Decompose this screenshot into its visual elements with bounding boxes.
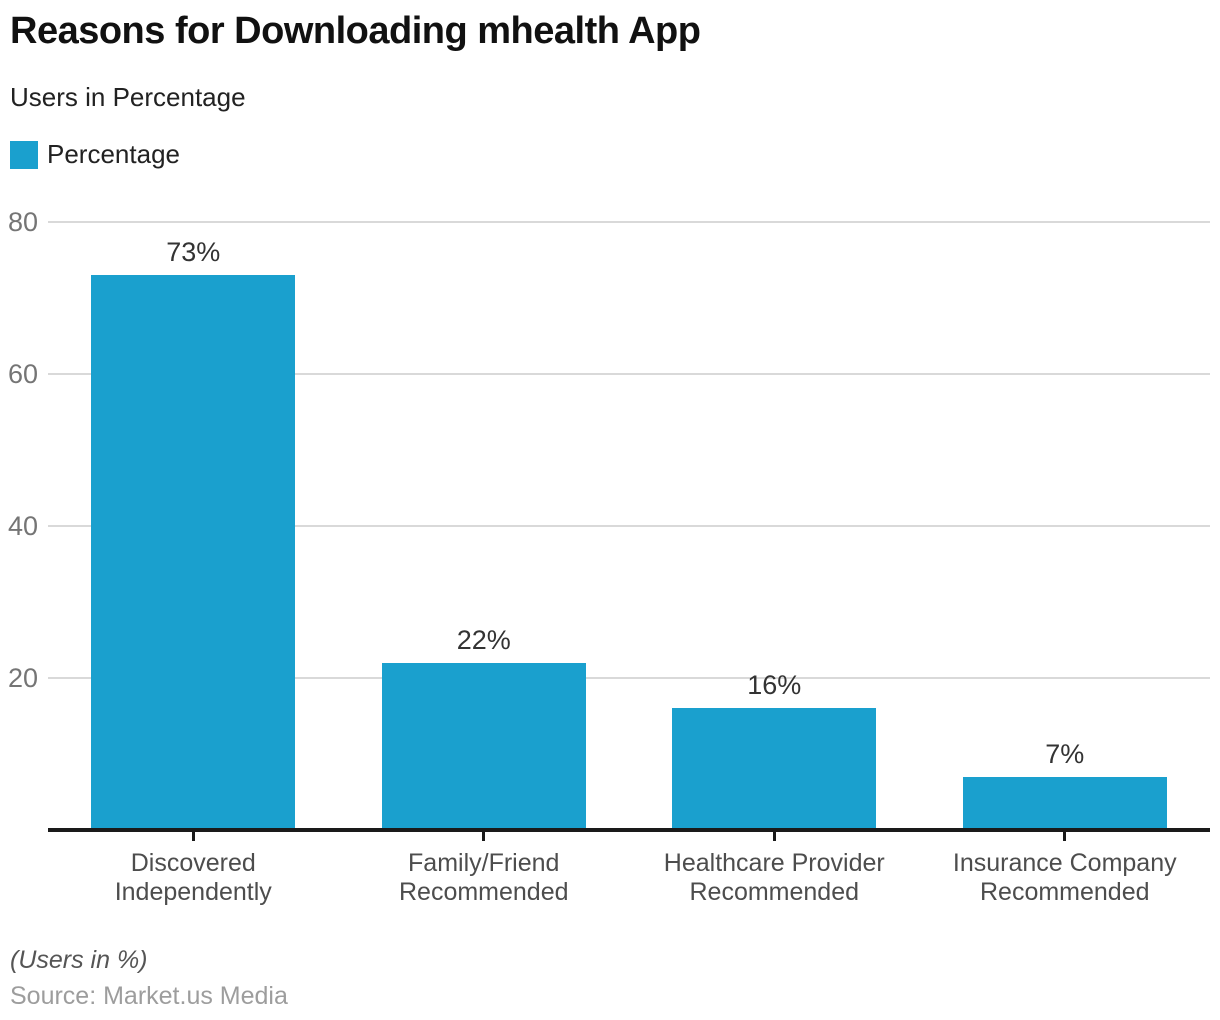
bar-value-label-2: 22% [456, 624, 511, 655]
bar-1 [91, 275, 296, 830]
source-credit: Source: Market.us Media [10, 982, 288, 1010]
chart-title: Reasons for Downloading mhealth App [10, 10, 701, 52]
x-axis-tick-3 [772, 832, 776, 841]
units-note: (Users in %) [10, 946, 148, 974]
bar-2 [381, 662, 586, 830]
category-label-1: Discovered Independently [114, 849, 272, 906]
y-axis-label-20: 20 [7, 663, 38, 693]
bar-value-label-4: 7% [1045, 738, 1085, 769]
x-axis-tick-4 [1063, 832, 1067, 841]
bar-4 [962, 776, 1167, 830]
gridline-60 [48, 373, 1210, 375]
chart-subtitle: Users in Percentage [10, 82, 246, 112]
category-label-4: Insurance Company Recommended [952, 849, 1177, 906]
category-label-2: Family/Friend Recommended [398, 849, 569, 906]
bar-3 [672, 708, 877, 830]
bar-value-label-3: 16% [747, 670, 802, 701]
y-axis-label-60: 60 [7, 359, 38, 389]
x-axis-line [48, 828, 1210, 832]
legend: Percentage [10, 139, 180, 170]
gridline-80 [48, 221, 1210, 223]
gridline-20 [48, 677, 1210, 679]
x-axis-tick-1 [191, 832, 195, 841]
bar-value-label-1: 73% [166, 237, 221, 268]
y-axis-label-80: 80 [7, 207, 38, 237]
category-label-3: Healthcare Provider Recommended [663, 849, 885, 906]
legend-label: Percentage [47, 139, 180, 169]
legend-color-swatch [10, 140, 38, 169]
gridline-40 [48, 525, 1210, 527]
y-axis-label-40: 40 [7, 511, 38, 541]
x-axis-tick-2 [482, 832, 486, 841]
